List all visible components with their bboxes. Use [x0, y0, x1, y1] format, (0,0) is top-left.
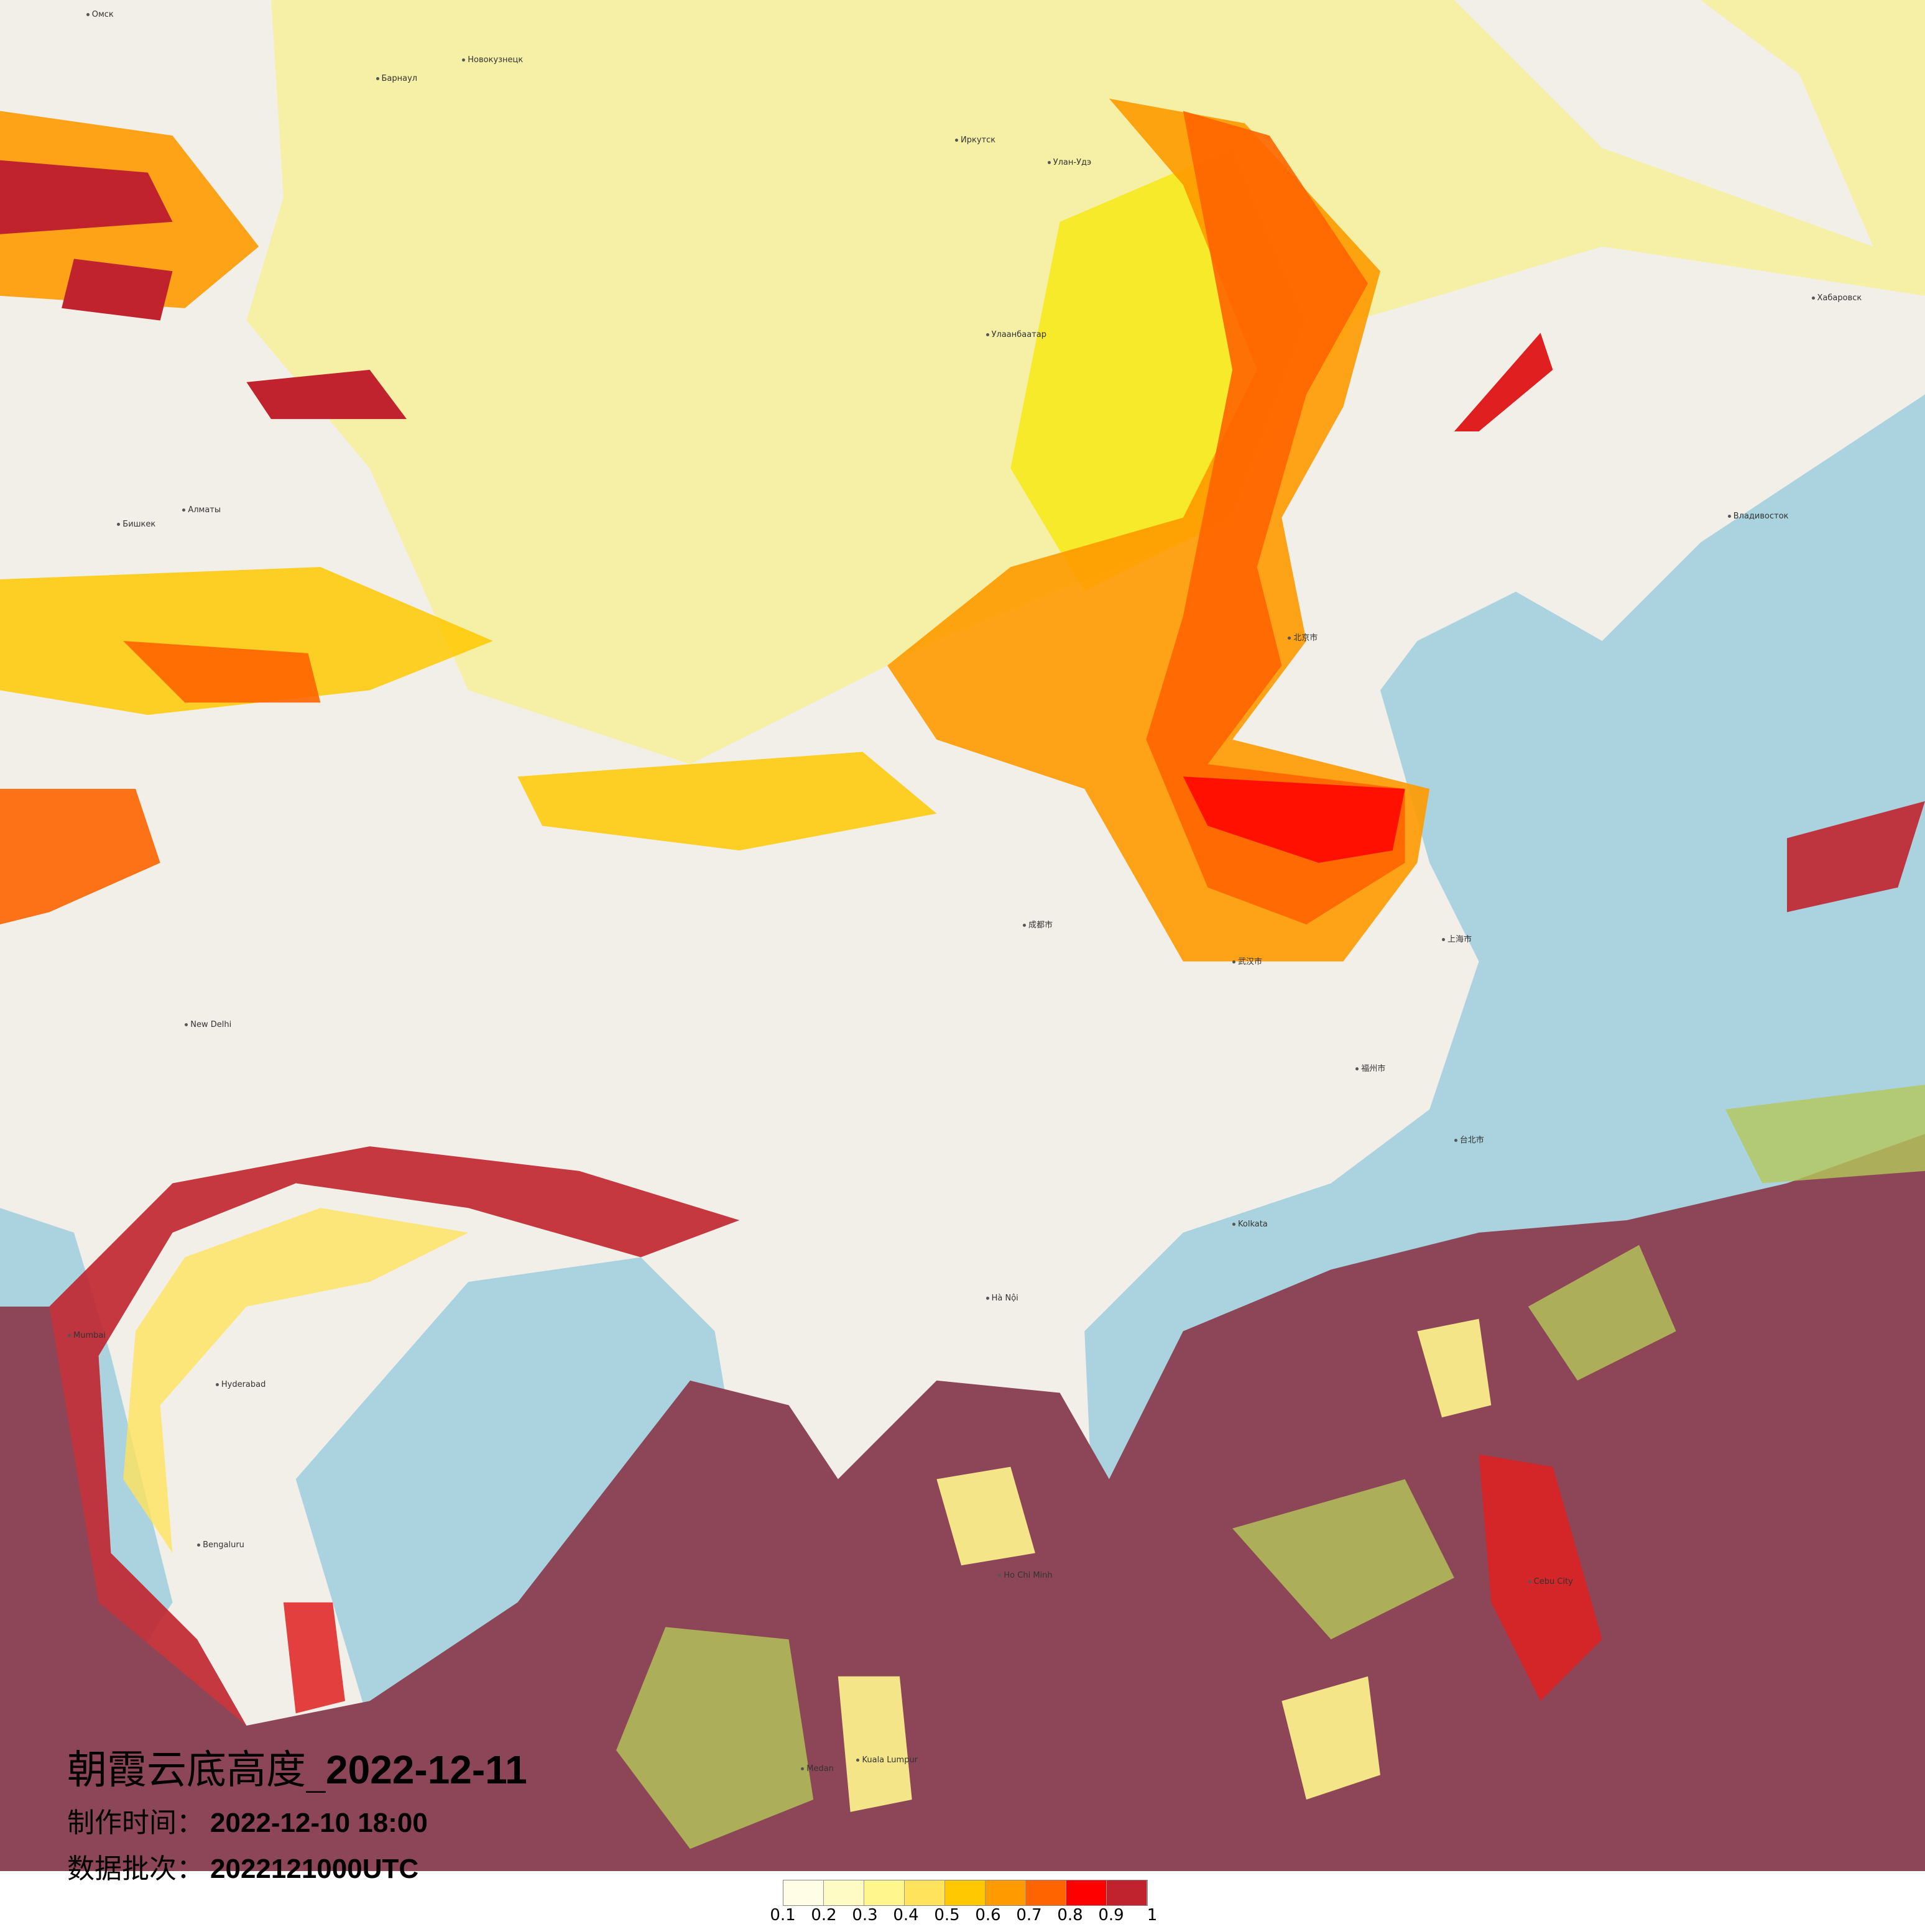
city-label: Kolkata — [1232, 1220, 1268, 1229]
city-label: 北京市 — [1288, 631, 1318, 643]
city-label: Алматы — [182, 505, 221, 515]
legend-swatch — [905, 1880, 945, 1905]
legend-swatch — [824, 1880, 864, 1905]
city-label: Новокузнецк — [462, 55, 523, 65]
city-label: Барнаул — [376, 74, 418, 83]
title-date: 2022-12-11 — [326, 1747, 527, 1792]
city-label: Омск — [86, 10, 114, 19]
legend-tick-label: 0.2 — [811, 1906, 837, 1925]
legend-swatch — [945, 1880, 986, 1905]
cloud-layer-0.9-ne — [1454, 333, 1553, 432]
legend-tick-label: 0.7 — [1016, 1906, 1042, 1925]
production-time: 制作时间： 2022-12-10 18:00 — [67, 1800, 428, 1840]
city-label: 成都市 — [1023, 918, 1053, 930]
city-label: 上海市 — [1442, 932, 1472, 944]
legend-swatch — [864, 1880, 905, 1905]
city-label: Mumbai — [68, 1331, 106, 1340]
map-title: 朝霞云底高度_2022-12-11 — [67, 1738, 527, 1795]
production-time-value: 2022-12-10 18:00 — [210, 1808, 428, 1838]
legend-tick-label: 0.1 — [770, 1906, 796, 1925]
legend-tick-label: 1 — [1147, 1906, 1158, 1925]
legend-swatch — [1026, 1880, 1066, 1905]
cloud-layer-0.8 — [1146, 111, 1405, 925]
legend-swatch — [986, 1880, 1026, 1905]
legend-tick-label: 0.5 — [934, 1906, 960, 1925]
production-time-label: 制作时间： — [67, 1807, 204, 1839]
city-label: Hyderabad — [216, 1380, 266, 1389]
cloud-band-west-2 — [123, 641, 321, 703]
legend-tick-label: 0.8 — [1057, 1906, 1083, 1925]
cloud-band-west-3 — [517, 752, 937, 851]
legend-tick-label: 0.4 — [893, 1906, 919, 1925]
data-batch: 数据批次： 2022121000UTC — [67, 1846, 418, 1886]
city-label: Иркутск — [955, 136, 995, 145]
data-batch-value: 2022121000UTC — [210, 1854, 419, 1884]
city-label: 武汉市 — [1232, 955, 1262, 967]
city-label: Хабаровск — [1812, 293, 1862, 303]
title-prefix: 朝霞云底高度_ — [67, 1747, 326, 1793]
city-label: Улан-Удэ — [1048, 158, 1091, 167]
data-batch-label: 数据批次： — [67, 1853, 204, 1885]
cloud-band-sw-red — [0, 789, 160, 925]
cloud-band-west-1 — [0, 567, 493, 715]
legend-swatch — [1107, 1880, 1147, 1905]
city-label: 福州市 — [1355, 1062, 1385, 1074]
cloud-arc-india — [49, 1146, 740, 1726]
cloud-base-map[interactable] — [0, 0, 1925, 1871]
city-label: Улаанбаатар — [986, 330, 1046, 339]
city-label: Владивосток — [1728, 512, 1789, 521]
legend-tick-label: 0.6 — [975, 1906, 1001, 1925]
city-label: Бишкек — [117, 520, 155, 529]
legend-swatch — [1066, 1880, 1107, 1905]
cloud-arc-india-inner — [123, 1208, 469, 1553]
city-label: Ho Chi Minh — [998, 1571, 1052, 1580]
city-label: Medan — [801, 1764, 834, 1773]
legend-swatch — [783, 1880, 824, 1905]
legend-tick-label: 0.3 — [852, 1906, 878, 1925]
city-label: Bengaluru — [197, 1540, 244, 1550]
city-label: Cebu City — [1528, 1577, 1573, 1586]
city-label: Kuala Lumpur — [856, 1755, 918, 1765]
color-legend — [783, 1880, 1148, 1906]
legend-tick-label: 0.9 — [1098, 1906, 1124, 1925]
city-label: New Delhi — [185, 1020, 231, 1029]
cloud-patches-green — [616, 1084, 1925, 1849]
cloud-band-nw-red — [0, 160, 407, 420]
city-label: Hà Nội — [986, 1294, 1018, 1303]
city-label: 台北市 — [1454, 1133, 1484, 1145]
cloud-layer-0.9 — [1183, 776, 1405, 863]
cloud-patches-yellow — [838, 1318, 1492, 1812]
